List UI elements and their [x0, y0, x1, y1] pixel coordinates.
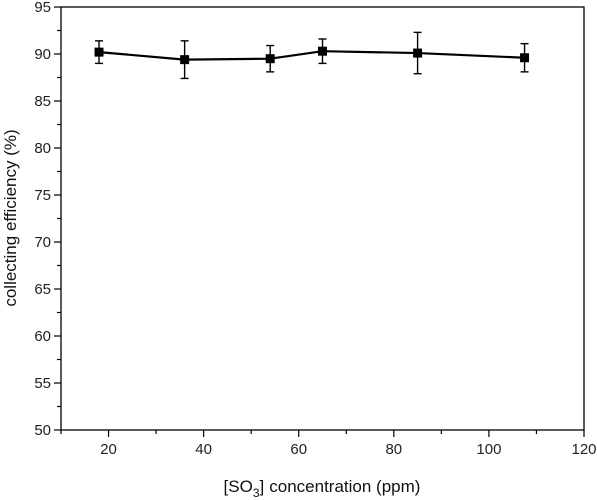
series-layer: [94, 31, 530, 80]
x-tick-label: 20: [100, 441, 117, 458]
x-tick-label: 80: [385, 441, 402, 458]
data-point: [265, 54, 275, 64]
x-axis-ticks: 20 40 60 80 100 120: [60, 430, 597, 458]
y-tick-label: 60: [34, 328, 51, 345]
y-axis-ticks: 50 55 60 65 70 75 80 85 90 95: [34, 0, 61, 439]
x-axis-label-subscript: 3: [253, 486, 260, 500]
data-point: [520, 53, 530, 63]
data-point: [318, 46, 327, 56]
x-tick-label: 120: [571, 441, 596, 458]
data-point: [180, 55, 190, 65]
y-tick-label: 65: [34, 281, 51, 298]
x-axis-label-bracket: ]: [260, 477, 265, 496]
y-tick-label: 75: [34, 187, 51, 204]
y-axis-label: collecting efficiency (%): [1, 129, 20, 306]
x-tick-label: 40: [195, 441, 212, 458]
x-axis-label: [SO3] concentration (ppm): [224, 477, 421, 500]
y-tick-label: 95: [34, 0, 51, 16]
data-point: [94, 47, 104, 57]
series-line: [98, 50, 525, 61]
y-tick-label: 55: [34, 375, 51, 392]
data-point: [413, 48, 423, 58]
y-tick-label: 50: [34, 422, 51, 439]
x-tick-label: 100: [476, 441, 501, 458]
x-axis-label-text: concentration (ppm): [269, 477, 420, 496]
plot-frame: [60, 6, 585, 431]
y-tick-label: 70: [34, 234, 51, 251]
y-tick-label: 85: [34, 93, 51, 110]
y-tick-label: 90: [34, 46, 51, 63]
y-tick-label: 80: [34, 140, 51, 157]
x-tick-label: 60: [290, 441, 307, 458]
x-axis-label-prefix: [SO: [224, 477, 253, 496]
